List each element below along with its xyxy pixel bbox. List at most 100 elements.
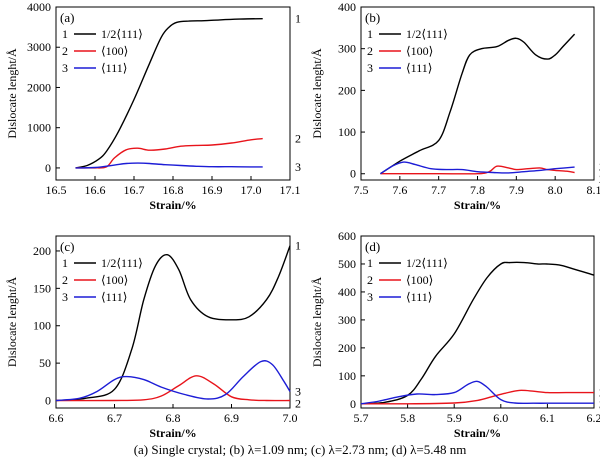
x-axis-label: Strain/% [149, 198, 196, 212]
y-tick-label: 100 [338, 369, 356, 383]
series-line [55, 245, 291, 402]
x-tick-label: 5.7 [354, 411, 369, 425]
legend-entry: ⟨100⟩ [406, 44, 433, 58]
y-tick-label: 500 [338, 257, 356, 271]
series-end-label: 3 [295, 160, 301, 174]
x-tick-label: 16.7 [124, 183, 145, 197]
series-line [75, 137, 263, 169]
series-end-label: 1 [295, 12, 301, 26]
legend-number: 2 [367, 44, 373, 58]
y-tick-label: 200 [338, 83, 356, 97]
plot-frame [360, 235, 595, 409]
panel-c: 6.6 6.7 6.8 6.9 7.0 0 50 100 150 200 Strain/% Dislo… [5, 235, 301, 440]
y-tick-label: 300 [338, 313, 356, 327]
legend-entry: ⟨100⟩ [101, 44, 128, 58]
y-axis-label: Dislocate lenght/Å [310, 277, 324, 368]
legend-number: 3 [367, 290, 373, 304]
x-tick-label: 7.0 [283, 411, 298, 425]
x-tick-label: 7.7 [431, 183, 446, 197]
x-axis-label: Strain/% [454, 198, 501, 212]
series-line [55, 375, 291, 402]
series-line [75, 162, 263, 169]
x-tick-label: 7.9 [509, 183, 524, 197]
y-tick-label: 100 [33, 319, 51, 333]
panel-d: 5.7 5.8 5.9 6.0 6.1 6.2 0 100 200 300 400 500 600 Str… [310, 229, 600, 440]
x-tick-label: 7.6 [392, 183, 407, 197]
x-tick-label: 6.2 [587, 411, 600, 425]
x-tick-label: 6.0 [493, 411, 508, 425]
x-axis-label: Strain/% [149, 426, 196, 440]
y-tick-label: 400 [338, 0, 356, 14]
y-tick-label: 1000 [27, 121, 51, 135]
legend-number: 1 [367, 27, 373, 41]
legend-entry: ⟨100⟩ [101, 273, 128, 287]
series-line [380, 161, 575, 175]
series-line [360, 389, 594, 405]
x-tick-label: 16.5 [46, 183, 67, 197]
plot-frame [55, 6, 291, 181]
x-tick-label: 16.9 [202, 183, 223, 197]
series-end-label: 2 [295, 397, 301, 411]
legend-entry: ⟨111⟩ [101, 290, 127, 304]
legend-number: 1 [62, 27, 68, 41]
y-tick-label: 100 [338, 125, 356, 139]
x-tick-label: 6.8 [166, 411, 181, 425]
y-tick-label: 0 [350, 397, 356, 411]
legend-entry: 1/2⟨111⟩ [101, 256, 143, 270]
y-tick-label: 150 [33, 281, 51, 295]
panel-a: 16.5 16.6 16.7 16.8 16.9 17.0 17.1 0 1000 2000 300… [5, 0, 301, 212]
figure-caption: (a) Single crystal; (b) λ=1.09 nm; (c) λ… [133, 442, 467, 457]
x-tick-label: 6.7 [107, 411, 122, 425]
y-axis-label: Dislocate lenght/Å [5, 277, 19, 368]
y-tick-label: 2000 [27, 80, 51, 94]
legend-number: 3 [62, 290, 68, 304]
panel-label: (d) [365, 239, 380, 254]
legend-number: 3 [62, 61, 68, 75]
panel-label: (a) [60, 10, 74, 25]
x-tick-label: 8.1 [587, 183, 600, 197]
series-line [55, 360, 291, 402]
series-line [75, 18, 263, 169]
y-tick-label: 200 [33, 244, 51, 258]
panel-label: (b) [365, 10, 380, 25]
y-tick-label: 600 [338, 229, 356, 243]
legend-number: 3 [367, 61, 373, 75]
y-axis-label: Dislocate lenght/Å [310, 48, 324, 139]
panel-label: (c) [60, 239, 74, 254]
legend-number: 2 [62, 44, 68, 58]
y-tick-label: 0 [45, 161, 51, 175]
y-tick-label: 4000 [27, 0, 51, 14]
y-tick-label: 0 [350, 167, 356, 181]
x-tick-label: 17.1 [280, 183, 301, 197]
x-tick-label: 6.1 [540, 411, 555, 425]
legend-entry: 1/2⟨111⟩ [101, 27, 143, 41]
plot-frame [55, 235, 291, 409]
y-tick-label: 50 [39, 356, 51, 370]
series-line [380, 165, 575, 175]
x-tick-label: 5.9 [447, 411, 462, 425]
legend-entry: ⟨100⟩ [406, 273, 433, 287]
x-axis-label: Strain/% [454, 426, 501, 440]
y-axis-label: Dislocate lenght/Å [5, 48, 19, 139]
panel-b: 7.5 7.6 7.7 7.8 7.9 8.0 8.1 0 100 200 300 400 Strain… [310, 0, 600, 212]
series-end-label: 3 [295, 385, 301, 399]
series-line [360, 261, 595, 405]
legend-entry: ⟨111⟩ [101, 61, 127, 75]
legend-entry: 1/2⟨111⟩ [406, 27, 448, 41]
legend-entry: ⟨111⟩ [406, 290, 432, 304]
x-tick-label: 7.8 [470, 183, 485, 197]
legend-number: 2 [367, 273, 373, 287]
legend-number: 1 [62, 256, 68, 270]
y-tick-label: 300 [338, 42, 356, 56]
series-line [360, 380, 594, 405]
y-tick-label: 200 [338, 341, 356, 355]
series-end-label: 2 [295, 132, 301, 146]
series-end-label: 1 [295, 239, 301, 253]
plot-frame [360, 6, 595, 181]
x-tick-label: 6.9 [224, 411, 239, 425]
x-tick-label: 16.6 [85, 183, 106, 197]
x-tick-label: 6.6 [49, 411, 64, 425]
x-tick-label: 7.5 [354, 183, 369, 197]
y-tick-label: 3000 [27, 40, 51, 54]
